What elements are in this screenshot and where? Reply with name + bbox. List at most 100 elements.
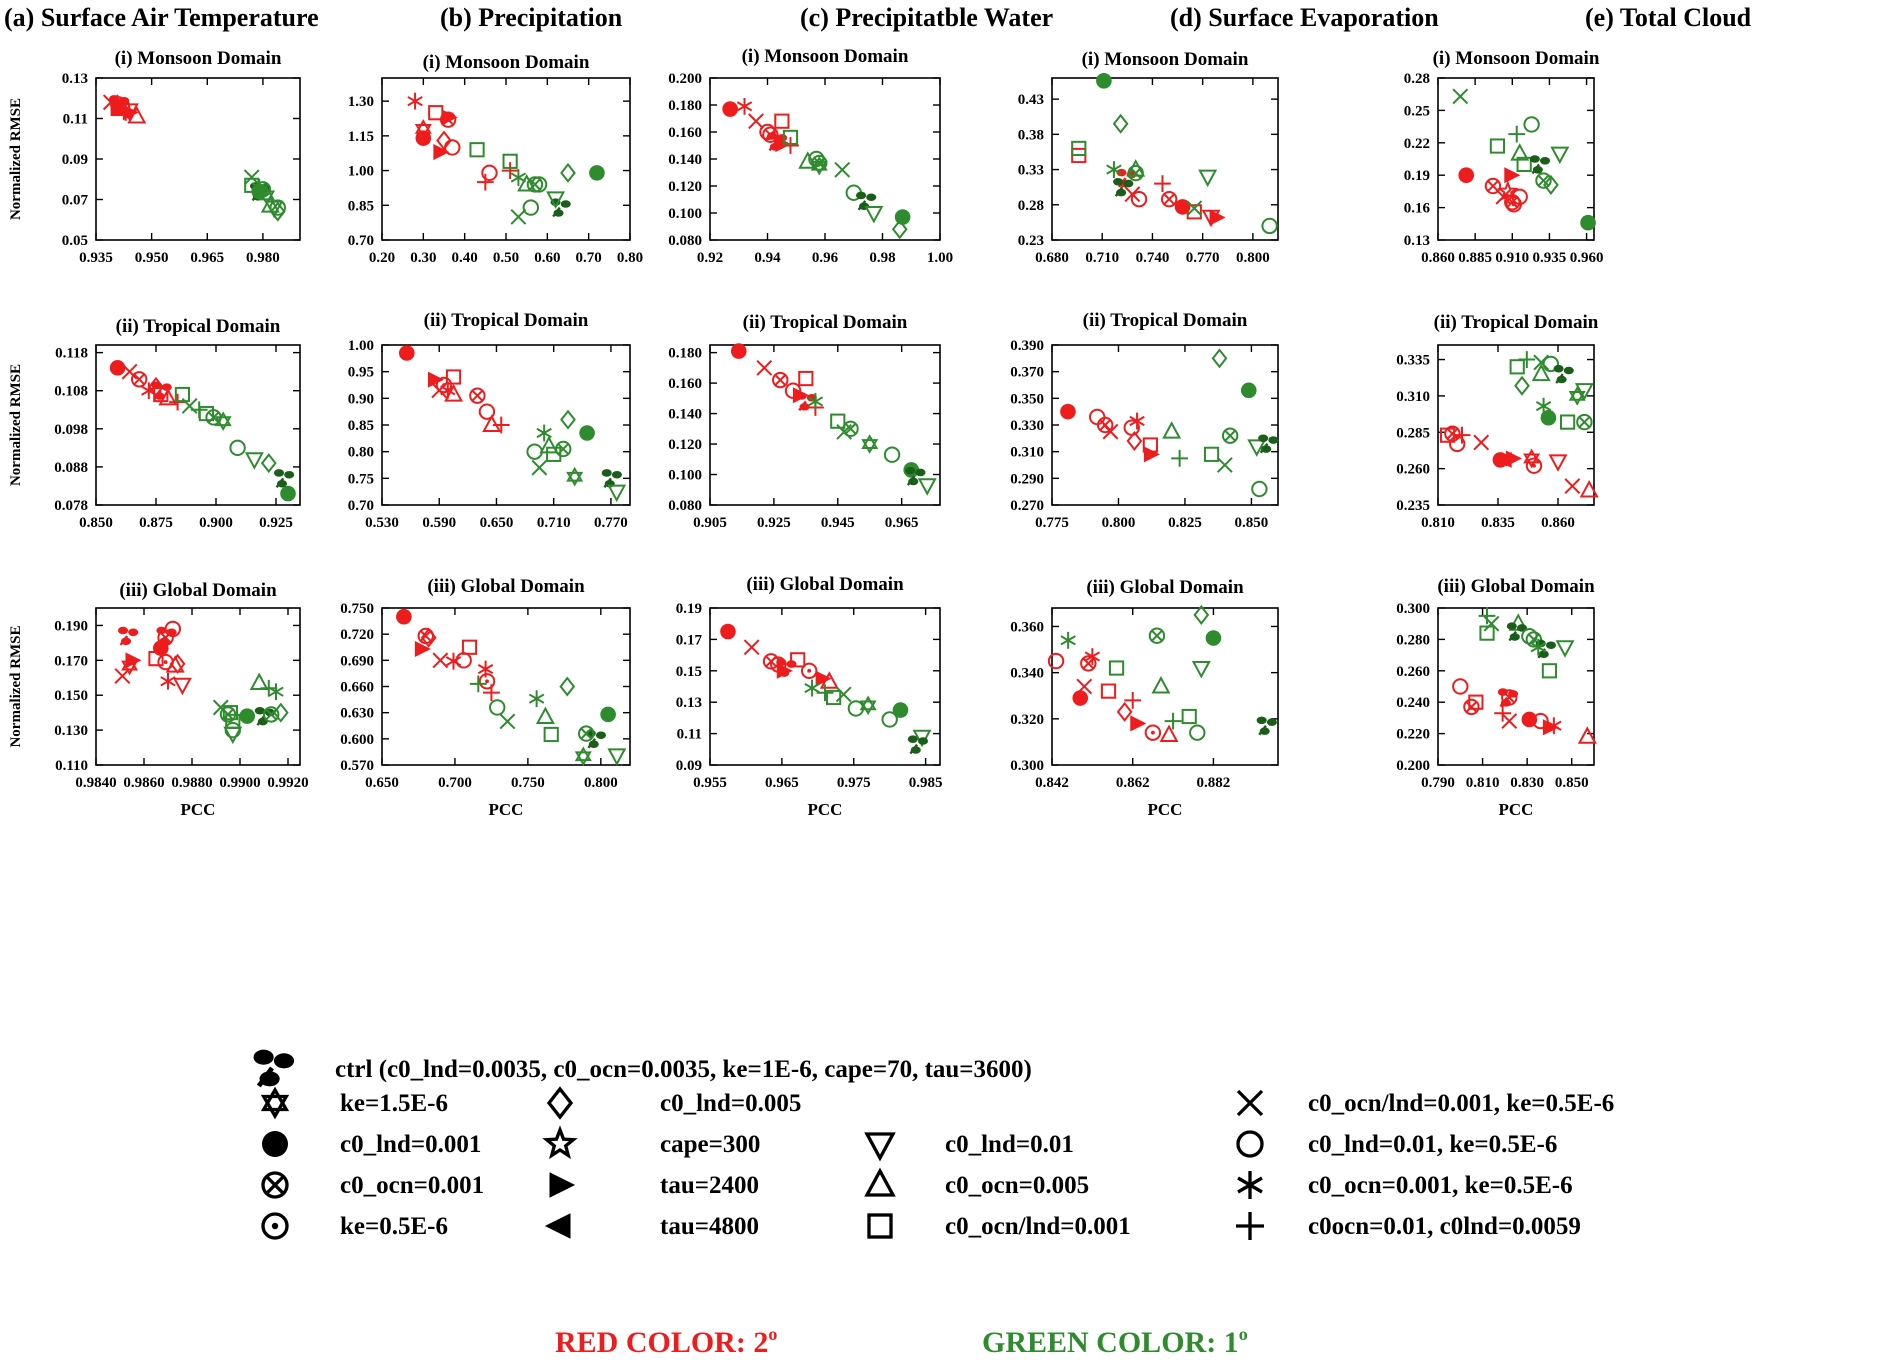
legend-marker-odot [261, 1212, 289, 1240]
plot-frame [1051, 607, 1279, 766]
point-red-triright [1504, 167, 1521, 184]
y-tick-label: 0.160 [668, 125, 702, 141]
point-red-square [461, 639, 478, 655]
point-green-circle [224, 721, 242, 739]
x-tick-label: 0.885 [1458, 250, 1492, 266]
point-green-plus [469, 675, 487, 693]
point-red-otimes [1463, 698, 1480, 716]
point-red-circle [1452, 678, 1469, 695]
point-red-ctrl [796, 392, 817, 412]
legend-marker-square [867, 1213, 893, 1239]
legend-marker-tridown [864, 1132, 896, 1162]
point-green-diamond [559, 676, 576, 697]
x-tick-label: 0.900 [199, 515, 233, 531]
plot-frame [1437, 344, 1595, 506]
y-tick-label: 0.80 [348, 445, 374, 461]
legend-item: c0_ocn=0.001 [261, 1171, 484, 1199]
panel-title: (ii) Tropical Domain [743, 312, 908, 333]
x-tick-label: 0.790 [1421, 775, 1455, 791]
legend-marker-dot [262, 1131, 288, 1157]
x-tick-label: 0.850 [1555, 775, 1589, 791]
y-tick-label: 0.120 [668, 437, 702, 453]
point-green-triup [260, 195, 280, 213]
point-red-diamond [1126, 430, 1143, 452]
point-red-otimes [469, 387, 486, 404]
x-tick-label: 0.955 [693, 775, 727, 791]
panel-title: (i) Monsoon Domain [1082, 49, 1249, 70]
x-tick-label: 0.862 [1116, 775, 1150, 791]
point-green-plus [1478, 607, 1496, 625]
point-green-diamond [560, 409, 576, 430]
y-tick-label: 0.70 [348, 498, 374, 514]
y-tick-label: 0.690 [340, 653, 374, 669]
point-red-odot [800, 662, 818, 679]
x-tick-label: 0.775 [1035, 515, 1069, 531]
point-red-square [445, 369, 462, 385]
panel-title: (i) Monsoon Domain [115, 48, 282, 69]
point-red-dot [1072, 690, 1089, 706]
point-red-cross [1564, 478, 1581, 494]
point-red-triright [414, 640, 431, 658]
y-tick-label: 0.15 [676, 664, 702, 680]
point-green-star6 [566, 466, 584, 487]
legend-label: c0_ocn=0.005 [945, 1172, 1089, 1199]
x-tick-label: 0.825 [1168, 515, 1202, 531]
panel-e-iii: (iii) Global Domain 0.790 0.810 0.830 0.850 0… [1396, 576, 1597, 819]
y-tick-label: 0.13 [1404, 233, 1430, 249]
point-green-square [1071, 140, 1087, 157]
point-red-tridown [1548, 454, 1568, 472]
legend-item: ke=0.5E-6 [261, 1212, 448, 1240]
y-tick-label: 0.180 [668, 98, 702, 114]
point-red-plus [169, 393, 186, 411]
legend-item: tau=4800 [544, 1213, 759, 1240]
legend-marker-star5 [542, 1125, 578, 1160]
point-red-plus [782, 137, 799, 154]
point-green-diamond [1543, 174, 1559, 195]
x-tick-label: 0.80 [617, 250, 643, 266]
point-green-otimes [1576, 413, 1593, 431]
point-green-otimes [1148, 627, 1166, 644]
panel-title: (iii) Global Domain [746, 574, 904, 595]
x-axis-label: PCC [489, 800, 524, 819]
x-tick-label: 0.980 [246, 250, 280, 266]
panel-c-ii: (ii) Tropical Domain 0.905 0.925 0.945 0.965… [668, 312, 941, 531]
point-green-triup [517, 173, 537, 192]
x-tick-label: 0.94 [754, 250, 781, 266]
point-red-triup [444, 384, 464, 402]
legend-label: c0_ocn=0.001 [340, 1172, 484, 1199]
x-tick-label: 0.842 [1035, 775, 1069, 791]
point-green-cross [1483, 615, 1500, 632]
point-green-otimes [842, 420, 859, 438]
point-green-dot [1540, 409, 1557, 426]
plot-frame [709, 607, 941, 766]
y-tick-label: 0.05 [62, 233, 88, 249]
x-axis-label: PCC [1499, 800, 1534, 819]
point-red-cross [1102, 423, 1119, 440]
x-tick-label: 0.800 [584, 775, 618, 791]
y-tick-label: 1.00 [348, 338, 374, 354]
point-red-dot [722, 101, 738, 117]
legend-ctrl-icon [253, 1049, 295, 1088]
point-red-triright [1505, 450, 1522, 467]
legend-label: ke=0.5E-6 [340, 1213, 448, 1240]
point-red-star5 [1497, 180, 1519, 201]
point-green-circle [229, 439, 246, 457]
legend-label: c0_lnd=0.01 [945, 1131, 1074, 1158]
x-tick-label: 0.70 [576, 250, 602, 266]
y-tick-label: 0.078 [54, 498, 88, 514]
point-green-asterisk [807, 392, 824, 410]
point-green-star6 [574, 746, 592, 767]
panel-title: (iii) Global Domain [427, 576, 585, 597]
point-red-circle [1130, 190, 1148, 208]
point-green-circle [808, 150, 825, 168]
legend-marker-cross [1236, 1089, 1264, 1117]
legend-marker-trileft [544, 1213, 571, 1239]
legend-item: c0_ocn=0.005 [864, 1167, 1089, 1199]
x-tick-label: 0.60 [534, 250, 560, 266]
point-red-triright [1130, 715, 1147, 732]
x-axis-label: PCC [808, 800, 843, 819]
point-green-asterisk [510, 169, 527, 186]
y-tick-label: 0.19 [1404, 168, 1430, 184]
point-green-dot [892, 702, 909, 718]
y-tick-label: 0.750 [340, 601, 374, 617]
